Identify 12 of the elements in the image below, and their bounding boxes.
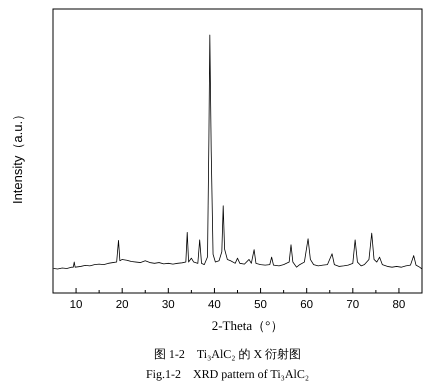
x-tick-label: 10 <box>70 299 82 311</box>
x-tick-label: 20 <box>116 299 129 311</box>
y-axis-title: Intensity（a.u.） <box>10 108 25 204</box>
x-tick-label: 30 <box>162 299 175 311</box>
x-axis-title: 2-Theta（°） <box>212 318 284 333</box>
caption: Fig.1-2 XRD pattern of Ti₃AlC₂ <box>146 367 310 381</box>
x-tick-label: 70 <box>346 299 360 311</box>
caption: 图 1-2 Ti₃AlC₂ 的 X 衍射图 <box>154 347 302 361</box>
x-tick-label: 60 <box>300 299 314 311</box>
x-tick-label: 50 <box>254 299 267 311</box>
x-tick-label: 40 <box>208 299 221 311</box>
x-tick-label: 80 <box>392 299 406 311</box>
